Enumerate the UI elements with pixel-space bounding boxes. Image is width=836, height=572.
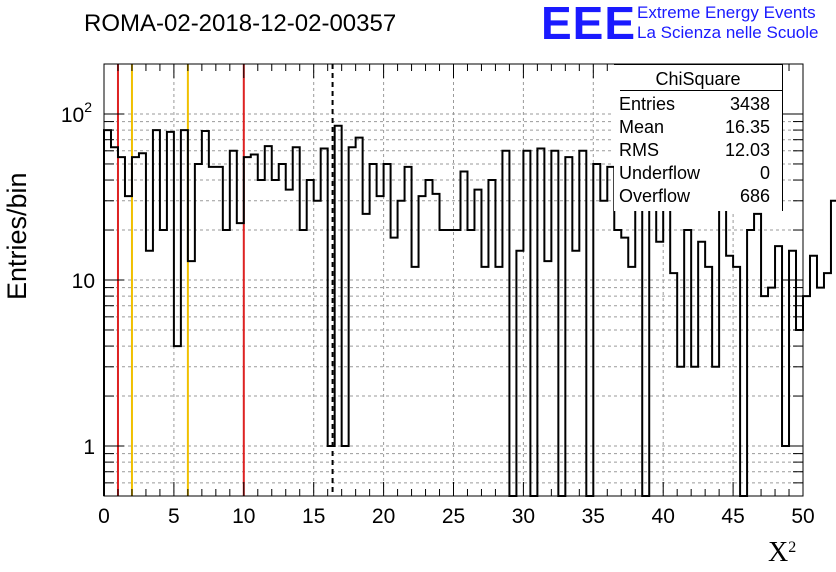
x-tick-label: 40: [652, 505, 675, 528]
x-axis-label: X2: [768, 537, 797, 568]
logo-line-1: Extreme Energy Events: [637, 3, 816, 22]
x-tick-label: 5: [168, 505, 180, 528]
x-tick-label: 25: [442, 505, 465, 528]
stats-row-entries: Entries 3438: [619, 94, 770, 114]
x-tick-label: 0: [98, 505, 110, 528]
x-tick-label: 20: [372, 505, 395, 528]
stats-row-rms: RMS 12.03: [619, 140, 770, 160]
y-tick-label: 102: [61, 99, 92, 127]
y-tick-label: 1: [83, 436, 95, 459]
y-axis-label: Entries/bin: [2, 172, 32, 300]
stats-row-underflow: Underflow 0: [619, 163, 770, 183]
x-tick-label: 10: [232, 505, 255, 528]
x-tick-label: 30: [512, 505, 535, 528]
x-tick-label: 50: [791, 505, 814, 528]
x-tick-label: 45: [721, 505, 744, 528]
eee-logo: EEE: [541, 0, 637, 49]
chart-title: ROMA-02-2018-12-02-00357: [84, 10, 397, 37]
x-tick-label: 15: [302, 505, 325, 528]
x-tick-label: 35: [582, 505, 605, 528]
stats-row-mean: Mean 16.35: [619, 117, 770, 137]
tick-labels: 0 5 10 15 20 25 30 35 40 45 50 1 10 102: [61, 99, 815, 528]
logo-line-2: La Scienza nelle Scuole: [637, 23, 819, 42]
stats-row-overflow: Overflow 686: [619, 186, 770, 206]
stats-box: ChiSquare Entries 3438 Mean 16.35 RMS 12.03…: [614, 64, 783, 211]
y-tick-label: 10: [72, 270, 95, 293]
stats-title: ChiSquare: [655, 69, 741, 89]
axis-ticks: [103, 63, 804, 497]
